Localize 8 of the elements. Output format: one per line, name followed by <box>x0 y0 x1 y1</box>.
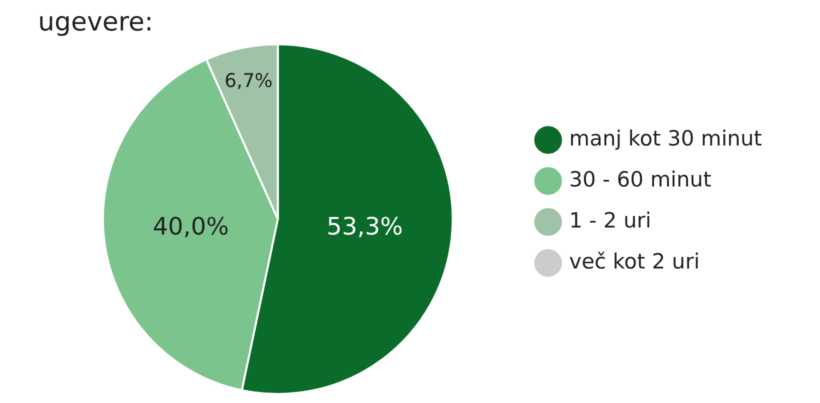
legend-label: več kot 2 uri <box>569 249 700 274</box>
data-label: 40,0% <box>152 212 229 241</box>
data-label: 6,7% <box>224 70 273 92</box>
legend-label: 1 - 2 uri <box>569 208 652 232</box>
legend-label: manj kot 30 minut <box>569 126 762 150</box>
data-label: 53,3% <box>326 212 403 240</box>
legend-label: 30 - 60 minut <box>569 167 712 192</box>
chart-title: ugevere: <box>38 7 154 38</box>
